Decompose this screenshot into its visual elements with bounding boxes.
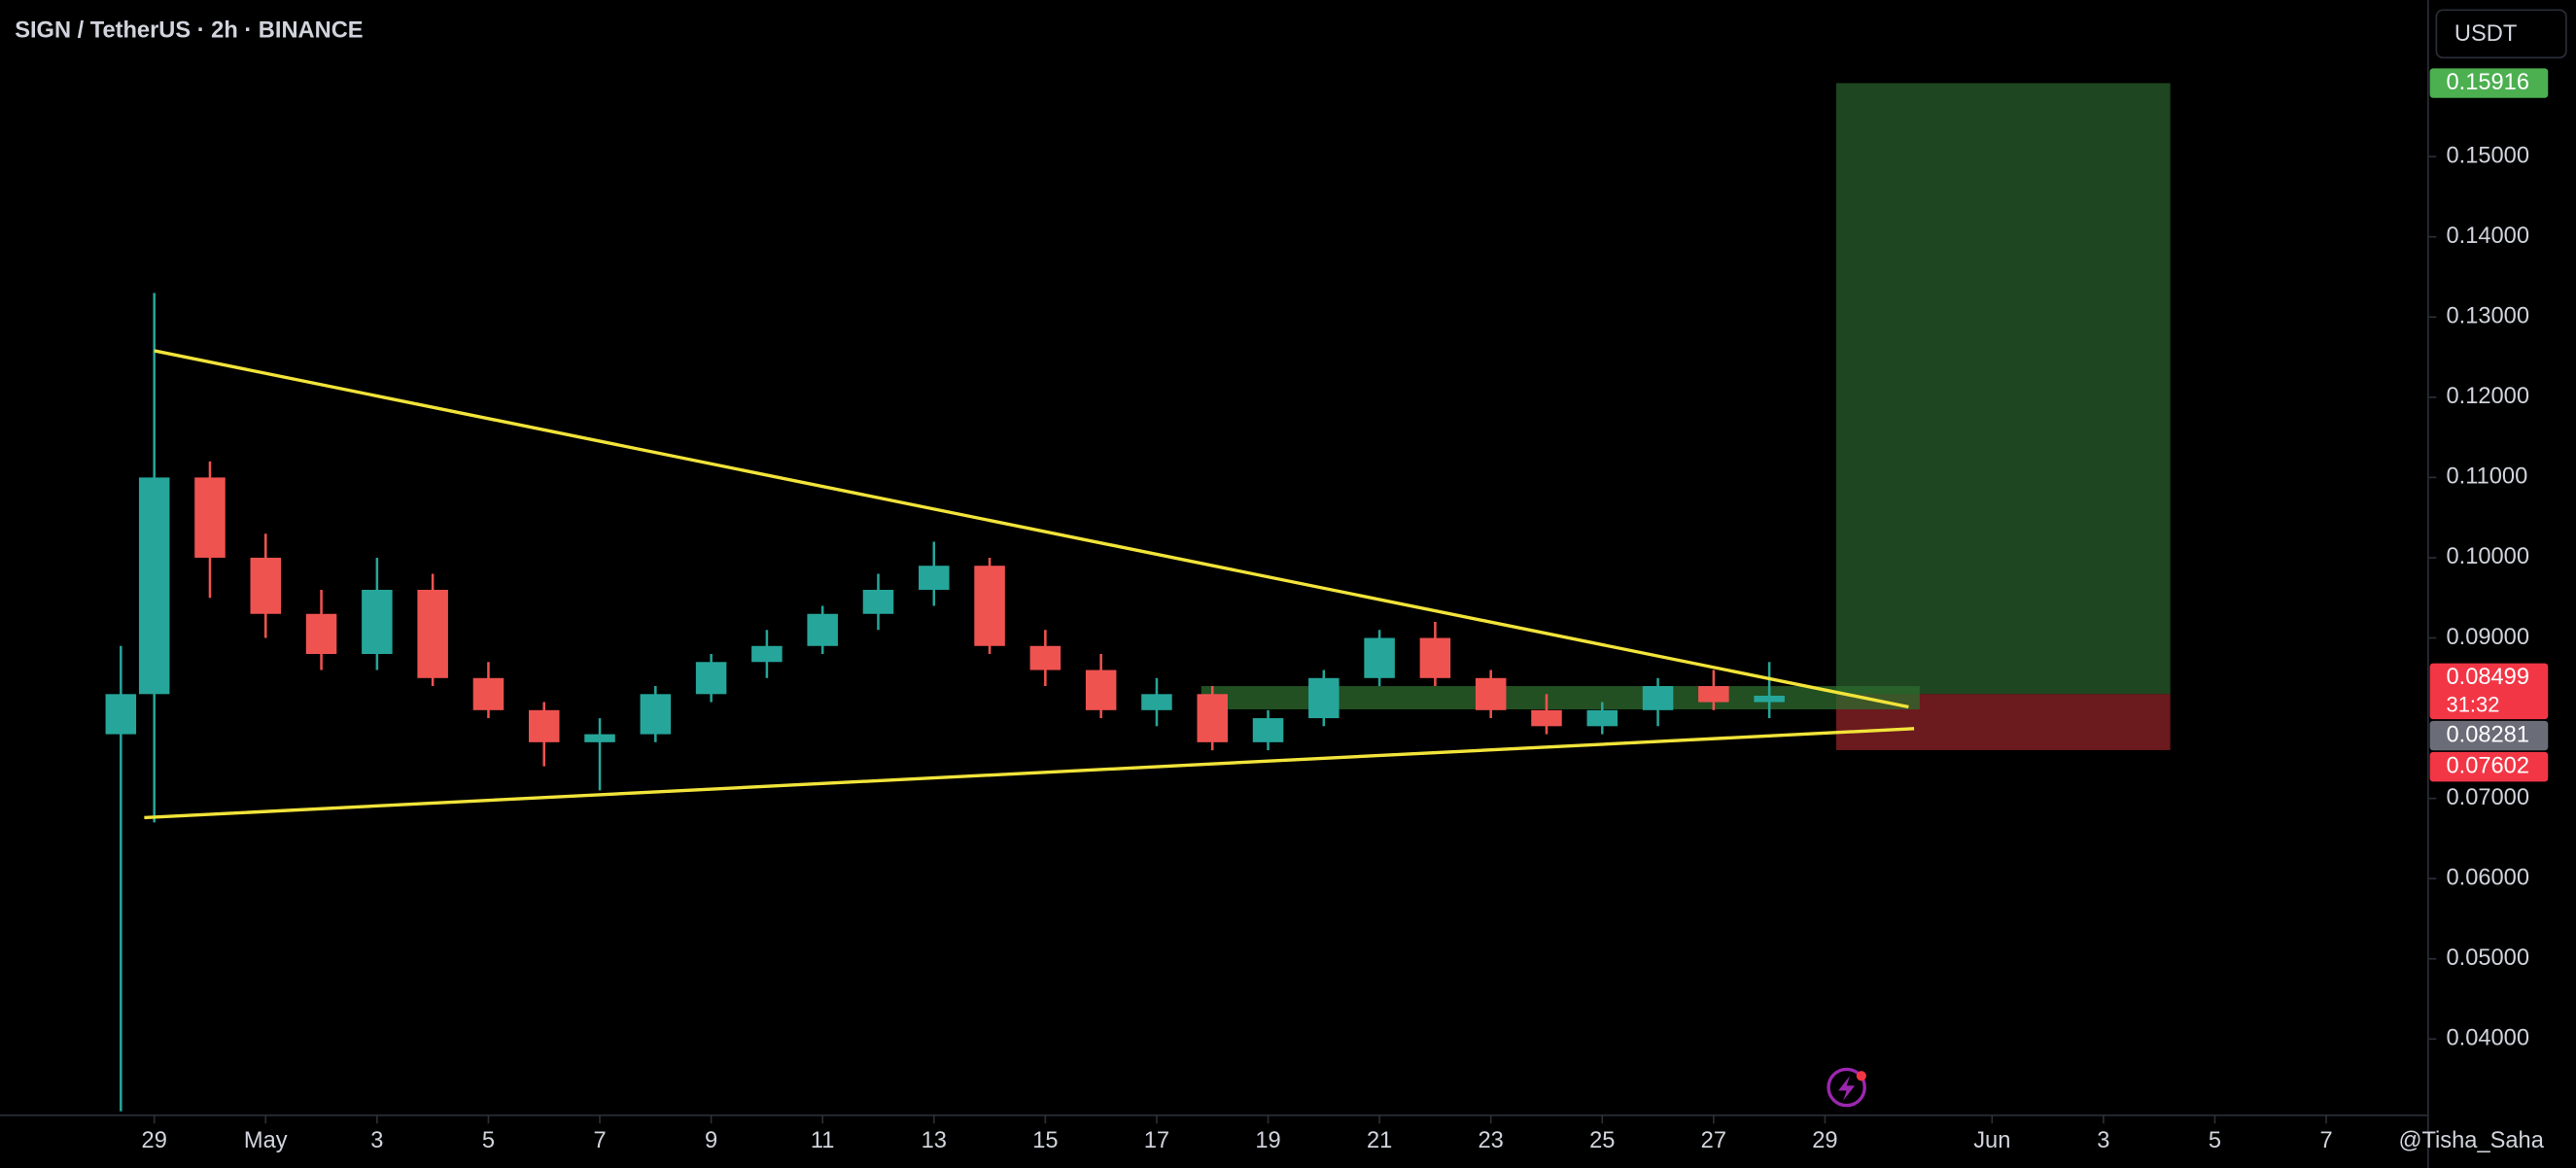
y-tick-label: 0.15000 — [2446, 143, 2529, 168]
candle-body — [1029, 645, 1062, 670]
y-tick-label: 0.09000 — [2446, 625, 2529, 650]
plot-area — [105, 83, 2171, 1112]
price-label-text: 0.15916 — [2446, 70, 2529, 95]
price-label-text: 0.08499 — [2446, 665, 2529, 690]
x-tick-label: 15 — [1032, 1128, 1058, 1153]
y-tick-label: 0.12000 — [2446, 384, 2529, 409]
candle-body — [1252, 718, 1284, 742]
x-tick-label: 13 — [922, 1128, 947, 1153]
candle-body — [807, 613, 838, 646]
currency-button[interactable] — [2435, 9, 2567, 59]
candle-body — [1364, 637, 1395, 678]
countdown: 31:32 — [2446, 692, 2499, 716]
candle-body — [584, 734, 615, 742]
y-tick-label: 0.13000 — [2446, 304, 2529, 329]
x-tick-label: 7 — [2319, 1128, 2332, 1153]
candle-body — [1197, 694, 1228, 742]
candle-body — [472, 677, 505, 710]
price-label-text: 0.08281 — [2446, 722, 2529, 747]
candle-body — [194, 477, 226, 558]
price-label — [2429, 68, 2549, 98]
candle-body — [105, 694, 137, 735]
candle-body — [1531, 709, 1562, 727]
y-tick-label: 0.11000 — [2446, 464, 2527, 490]
candle-body — [250, 557, 282, 614]
x-tick-label: May — [244, 1128, 288, 1153]
x-tick-label: 7 — [593, 1128, 606, 1153]
x-tick-label: 3 — [2097, 1128, 2109, 1153]
currency-label[interactable]: USDT — [2454, 21, 2517, 47]
candle-body — [528, 709, 560, 742]
candle-body — [862, 589, 894, 614]
trendline — [144, 727, 1915, 820]
price-label-text: 0.07602 — [2446, 753, 2529, 778]
price-label — [2429, 751, 2549, 782]
candle-body — [695, 662, 727, 695]
x-tick-label: Jun — [1973, 1128, 2010, 1153]
candle-body — [640, 694, 672, 735]
x-tick-label: 23 — [1479, 1128, 1504, 1153]
y-tick-label: 0.07000 — [2446, 785, 2529, 810]
x-tick-label: 29 — [142, 1128, 167, 1153]
candle-body — [1586, 709, 1619, 727]
x-tick-label: 25 — [1589, 1128, 1615, 1153]
x-tick-label: 11 — [811, 1128, 835, 1153]
position-target — [1835, 83, 2171, 695]
y-tick-label: 0.14000 — [2446, 223, 2529, 249]
x-tick-label: 9 — [705, 1128, 717, 1153]
candle-body — [1754, 695, 1785, 703]
candle-body — [974, 566, 1005, 646]
x-tick-label: 17 — [1144, 1128, 1169, 1153]
candle-body — [305, 613, 337, 655]
chart-title: SIGN / TetherUS · 2h · BINANCE — [15, 18, 363, 44]
watermark: @Tisha_Saha — [2398, 1128, 2544, 1153]
lightning-icon[interactable] — [1827, 1067, 1866, 1108]
candle-body — [1419, 637, 1451, 678]
candle-body — [1085, 670, 1117, 710]
candle-body — [919, 566, 950, 590]
candle-body — [751, 645, 783, 663]
y-tick-label: 0.10000 — [2446, 544, 2529, 569]
candle-body — [1698, 686, 1729, 703]
x-tick-label: 3 — [370, 1128, 383, 1153]
trendline — [154, 349, 1909, 709]
x-tick-label: 5 — [2209, 1128, 2221, 1153]
support-zone — [1201, 686, 1920, 709]
y-tick-label: 0.05000 — [2446, 945, 2529, 971]
x-tick-label: 21 — [1367, 1128, 1392, 1153]
y-tick-label: 0.06000 — [2446, 865, 2529, 890]
x-tick-label: 5 — [482, 1128, 495, 1153]
candle-body — [1141, 694, 1172, 710]
price-label — [2429, 720, 2549, 751]
x-tick-label: 19 — [1255, 1128, 1280, 1153]
y-tick-label: 0.04000 — [2446, 1026, 2529, 1051]
price-label — [2429, 663, 2549, 720]
x-tick-label: 27 — [1701, 1128, 1726, 1153]
candle-body — [1475, 677, 1507, 710]
candle-body — [1642, 686, 1674, 710]
candle-body — [417, 589, 448, 678]
lightning-icon — [1838, 1076, 1856, 1101]
x-tick-label: 29 — [1812, 1128, 1837, 1153]
notification-dot — [1856, 1071, 1866, 1082]
candle-body — [1308, 677, 1340, 719]
candle-body — [138, 477, 170, 695]
candle-body — [362, 589, 393, 655]
